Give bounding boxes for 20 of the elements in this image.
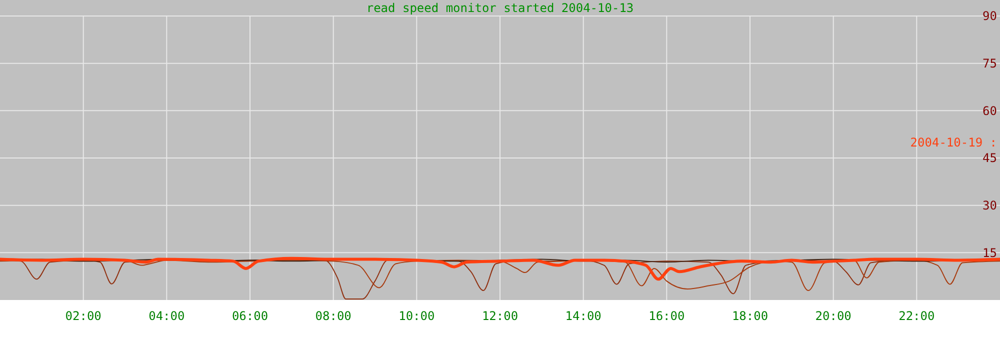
x-tick-label: 14:00 <box>565 309 602 324</box>
chart-title: read speed monitor started 2004-10-13 <box>366 1 634 16</box>
y-tick-label: 30 <box>982 198 997 213</box>
x-tick-label: 02:00 <box>65 309 102 324</box>
x-tick-label: 18:00 <box>732 309 768 324</box>
y-tick-label: 60 <box>982 104 997 118</box>
x-tick-label: 22:00 <box>898 309 935 324</box>
y-tick-label: 15 <box>982 246 997 260</box>
line-series <box>0 256 1000 281</box>
y-tick-label: 45 <box>982 151 997 166</box>
x-tick-label: 06:00 <box>232 309 268 324</box>
y-tick-label: 75 <box>982 56 997 71</box>
x-tick-label: 10:00 <box>398 309 435 324</box>
x-tick-label: 20:00 <box>815 309 852 324</box>
x-tick-label: 12:00 <box>482 309 518 324</box>
y-tick-label: 90 <box>982 9 997 24</box>
x-tick-label: 16:00 <box>648 309 685 324</box>
text: 2004-10-19 : <box>910 135 997 150</box>
x-tick-label: 04:00 <box>148 309 185 324</box>
x-tick-label: 08:00 <box>315 309 352 324</box>
